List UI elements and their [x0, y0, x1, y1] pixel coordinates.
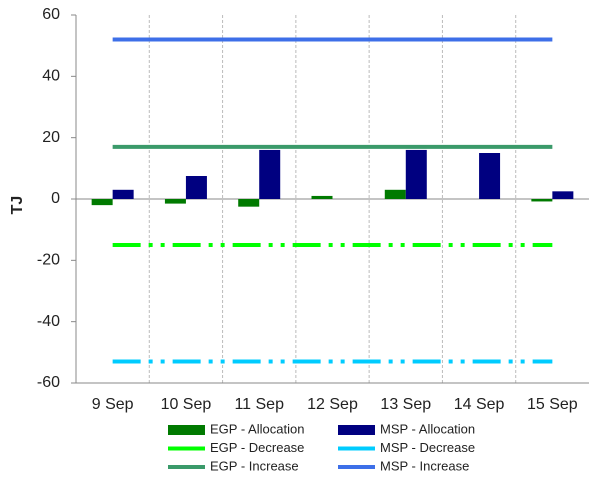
x-tick-label: 10 Sep	[161, 396, 212, 413]
legend-label: EGP - Increase	[210, 458, 299, 473]
bar	[479, 153, 501, 199]
bar	[552, 191, 574, 199]
x-tick-label: 14 Sep	[454, 396, 505, 413]
x-tick-label: 15 Sep	[527, 396, 578, 413]
legend-swatch	[338, 425, 375, 435]
y-tick-label: 40	[42, 68, 60, 85]
bar	[91, 199, 113, 206]
x-tick-label: 13 Sep	[380, 396, 431, 413]
bar	[164, 199, 186, 204]
bar	[405, 149, 427, 199]
bar	[112, 189, 134, 199]
y-tick-label: 20	[42, 129, 60, 146]
y-axis-label: TJ	[9, 196, 26, 215]
x-tick-label: 11 Sep	[234, 396, 284, 413]
legend-label: EGP - Allocation	[210, 421, 304, 436]
bar	[531, 199, 553, 202]
bar	[185, 176, 207, 199]
bar	[259, 149, 281, 199]
bar	[238, 199, 260, 207]
legend-label: MSP - Increase	[380, 458, 469, 473]
x-tick-label: 12 Sep	[307, 396, 358, 413]
legend-label: MSP - Allocation	[380, 421, 475, 436]
y-tick-label: 0	[51, 190, 60, 207]
bar	[384, 189, 406, 199]
legend-swatch	[168, 425, 205, 435]
y-tick-label: -20	[37, 252, 60, 269]
bar	[311, 195, 333, 199]
y-tick-label: 60	[42, 6, 60, 23]
y-tick-label: -40	[37, 313, 60, 330]
legend-label: MSP - Decrease	[380, 440, 475, 455]
legend-label: EGP - Decrease	[210, 440, 304, 455]
y-tick-label: -60	[37, 374, 60, 391]
x-tick-label: 9 Sep	[92, 396, 134, 413]
